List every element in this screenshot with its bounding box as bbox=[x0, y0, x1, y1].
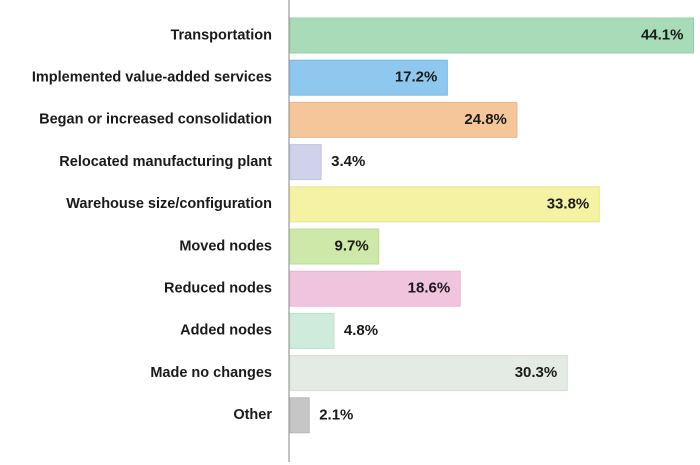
value-label: 44.1% bbox=[641, 26, 684, 43]
bar bbox=[289, 355, 568, 392]
category-label: Made no changes bbox=[150, 365, 272, 381]
value-label: 3.4% bbox=[331, 153, 365, 170]
value-label: 18.6% bbox=[408, 280, 451, 297]
bar bbox=[289, 186, 600, 223]
category-label: Relocated manufacturing plant bbox=[59, 154, 272, 170]
category-label: Added nodes bbox=[180, 323, 272, 339]
category-label: Transportation bbox=[170, 27, 272, 43]
bar bbox=[289, 228, 380, 265]
category-label: Reduced nodes bbox=[164, 281, 272, 297]
value-label: 33.8% bbox=[547, 195, 590, 212]
value-label: 24.8% bbox=[464, 111, 507, 128]
value-label: 30.3% bbox=[515, 364, 558, 381]
bar bbox=[289, 270, 461, 307]
bar bbox=[289, 101, 518, 138]
value-label: 17.2% bbox=[395, 69, 438, 86]
value-label: 2.1% bbox=[319, 406, 353, 423]
value-label: 4.8% bbox=[344, 322, 378, 339]
bar bbox=[289, 144, 322, 181]
category-label: Began or increased consolidation bbox=[39, 112, 272, 128]
bar bbox=[289, 397, 310, 434]
category-label: Warehouse size/configuration bbox=[66, 196, 272, 212]
bar bbox=[289, 17, 695, 54]
bars-group: Transportation 44.1% Implemented value-add… bbox=[32, 17, 695, 434]
category-label: Implemented value-added services bbox=[32, 70, 272, 86]
bar bbox=[289, 59, 448, 96]
category-label: Other bbox=[233, 407, 272, 423]
category-label: Moved nodes bbox=[179, 238, 272, 254]
value-label: 9.7% bbox=[335, 237, 369, 254]
bar bbox=[289, 312, 335, 349]
